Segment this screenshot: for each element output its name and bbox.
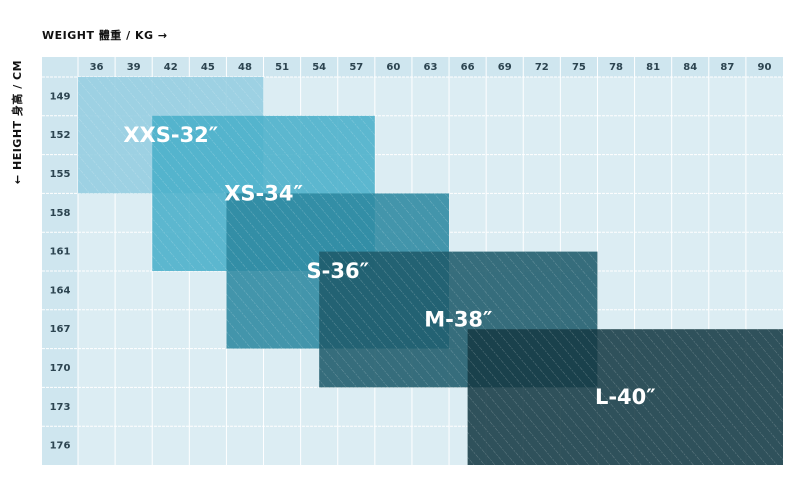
y-tick-label: 170 bbox=[50, 363, 71, 374]
size-label: L-40″ bbox=[595, 385, 656, 409]
x-tick-label: 39 bbox=[127, 62, 141, 73]
x-tick-label: 51 bbox=[275, 62, 289, 73]
x-axis-title: WEIGHT 體重 / KG → bbox=[42, 28, 168, 42]
y-tick-label: 155 bbox=[50, 169, 71, 180]
size-label: XS-34″ bbox=[224, 181, 303, 205]
y-tick-label: 167 bbox=[50, 324, 71, 335]
x-tick-label: 84 bbox=[683, 62, 697, 73]
x-tick-label: 60 bbox=[386, 62, 400, 73]
size-block-hatch bbox=[467, 329, 783, 465]
size-label: S-36″ bbox=[307, 259, 369, 283]
y-tick-label: 161 bbox=[50, 247, 71, 258]
y-tick-label: 149 bbox=[50, 91, 71, 102]
x-tick-label: 63 bbox=[424, 62, 438, 73]
y-axis-title: ← HEIGHT 身高 / CM bbox=[10, 60, 24, 184]
y-tick-label: 164 bbox=[50, 285, 71, 296]
x-tick-label: 90 bbox=[757, 62, 771, 73]
x-tick-label: 48 bbox=[238, 62, 252, 73]
x-tick-label: 66 bbox=[461, 62, 475, 73]
x-tick-label: 42 bbox=[164, 62, 178, 73]
x-tick-label: 69 bbox=[498, 62, 512, 73]
size-label: XXS-32″ bbox=[123, 123, 218, 147]
x-tick-label: 36 bbox=[90, 62, 104, 73]
x-tick-label: 75 bbox=[572, 62, 586, 73]
y-tick-label: 158 bbox=[50, 208, 71, 219]
x-tick-label: 45 bbox=[201, 62, 215, 73]
x-tick-label: 72 bbox=[535, 62, 549, 73]
size-label: M-38″ bbox=[424, 308, 492, 332]
x-tick-label: 78 bbox=[609, 62, 623, 73]
x-tick-label: 87 bbox=[720, 62, 734, 73]
x-tick-label: 57 bbox=[349, 62, 363, 73]
x-tick-label: 54 bbox=[312, 62, 326, 73]
x-tick-label: 81 bbox=[646, 62, 660, 73]
y-tick-label: 176 bbox=[50, 441, 71, 452]
y-tick-label: 152 bbox=[50, 130, 71, 141]
y-tick-label: 173 bbox=[50, 402, 71, 413]
